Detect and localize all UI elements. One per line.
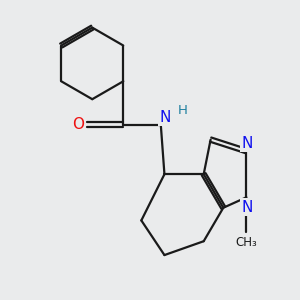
Text: N: N [241, 136, 253, 151]
Text: N: N [159, 110, 170, 124]
Text: CH₃: CH₃ [236, 236, 257, 249]
Text: H: H [178, 104, 188, 117]
Text: O: O [72, 117, 84, 132]
Text: N: N [241, 200, 253, 215]
